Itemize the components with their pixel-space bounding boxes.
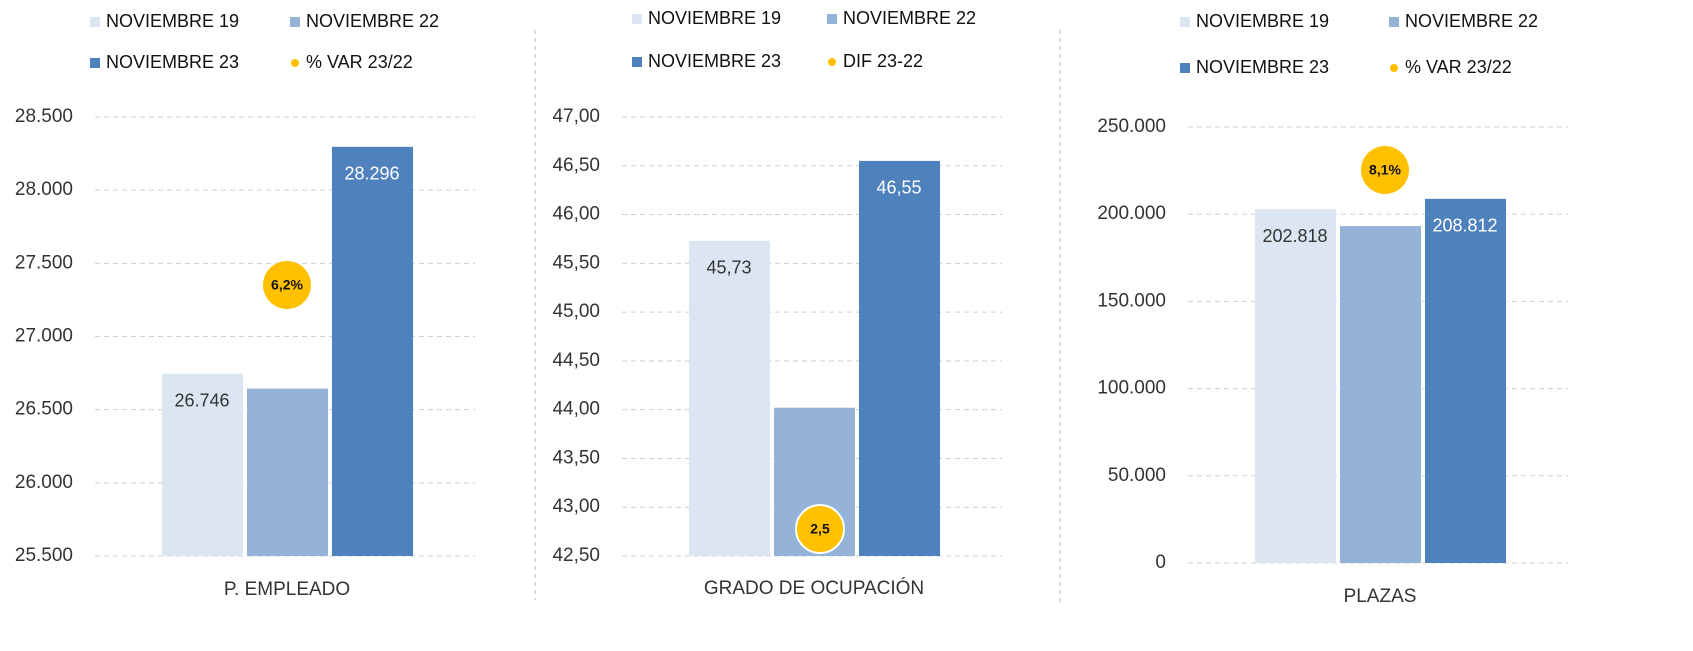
y-tick-label: 42,50: [552, 545, 600, 566]
data-label: 26.746: [174, 390, 229, 410]
var-marker: [1361, 146, 1409, 194]
legend-swatch: [290, 17, 300, 27]
legend-swatch: [291, 59, 299, 67]
legend-label: NOVIEMBRE 19: [1196, 11, 1329, 31]
legend-label: NOVIEMBRE 19: [648, 8, 781, 28]
legend-swatch: [632, 57, 642, 67]
y-tick-label: 45,00: [552, 301, 600, 322]
y-tick-label: 150.000: [1097, 290, 1166, 311]
legend-label: NOVIEMBRE 23: [648, 51, 781, 71]
y-tick-label: 0: [1155, 552, 1166, 573]
y-tick-label: 200.000: [1097, 203, 1166, 224]
bar: [689, 240, 770, 556]
y-tick-label: 25.500: [15, 545, 73, 566]
data-label: 46,55: [876, 178, 921, 198]
data-label: 202.818: [1262, 226, 1327, 246]
legend-swatch: [90, 17, 100, 27]
y-tick-label: 44,00: [552, 399, 600, 420]
legend-swatch: [632, 14, 642, 24]
legend-swatch: [1390, 64, 1398, 72]
bar: [859, 160, 940, 556]
x-tick-label: P. EMPLEADO: [224, 579, 350, 600]
y-tick-label: 26.000: [15, 472, 73, 493]
y-tick-label: 43,50: [552, 447, 600, 468]
data-label: 45,73: [706, 258, 751, 278]
legend-label: NOVIEMBRE 23: [1196, 57, 1329, 77]
legend-label: NOVIEMBRE 23: [106, 52, 239, 72]
var-marker: [263, 261, 311, 309]
var-marker: [795, 504, 845, 554]
legend-label: NOVIEMBRE 22: [1405, 11, 1538, 31]
legend-swatch: [1180, 63, 1190, 73]
y-tick-label: 28.500: [15, 106, 73, 127]
y-tick-label: 27.500: [15, 252, 73, 273]
x-tick-label: PLAZAS: [1344, 586, 1417, 607]
data-label: 28.296: [344, 164, 399, 184]
y-tick-label: 45,50: [552, 252, 600, 273]
y-tick-label: 47,00: [552, 106, 600, 127]
x-tick-label: GRADO DE OCUPACIÓN: [704, 577, 924, 599]
y-tick-label: 50.000: [1108, 465, 1166, 486]
bar: [162, 373, 243, 556]
legend-label: NOVIEMBRE 22: [843, 8, 976, 28]
bar: [1425, 198, 1506, 563]
y-tick-label: 28.000: [15, 179, 73, 200]
legend-label: DIF 23-22: [843, 51, 923, 71]
y-tick-label: 46,50: [552, 155, 600, 176]
y-tick-label: 26.500: [15, 399, 73, 420]
legend-label: % VAR 23/22: [306, 52, 413, 72]
y-tick-label: 44,50: [552, 350, 600, 371]
bar: [1340, 226, 1421, 563]
legend-swatch: [90, 58, 100, 68]
var-label: 2,5: [810, 521, 830, 537]
y-tick-label: 100.000: [1097, 378, 1166, 399]
y-tick-label: 250.000: [1097, 116, 1166, 137]
legend-swatch: [828, 58, 836, 66]
y-tick-label: 27.000: [15, 326, 73, 347]
bar: [332, 146, 413, 557]
legend-swatch: [1180, 17, 1190, 27]
var-label: 8,1%: [1369, 162, 1401, 178]
bar: [247, 388, 328, 556]
y-tick-label: 46,00: [552, 204, 600, 225]
legend-label: NOVIEMBRE 22: [306, 11, 439, 31]
legend-swatch: [1389, 17, 1399, 27]
legend-label: NOVIEMBRE 19: [106, 11, 239, 31]
legend-label: % VAR 23/22: [1405, 57, 1512, 77]
bar: [1255, 209, 1336, 563]
data-label: 208.812: [1432, 216, 1497, 236]
legend-swatch: [827, 14, 837, 24]
y-tick-label: 43,00: [552, 496, 600, 517]
var-label: 6,2%: [271, 277, 303, 293]
